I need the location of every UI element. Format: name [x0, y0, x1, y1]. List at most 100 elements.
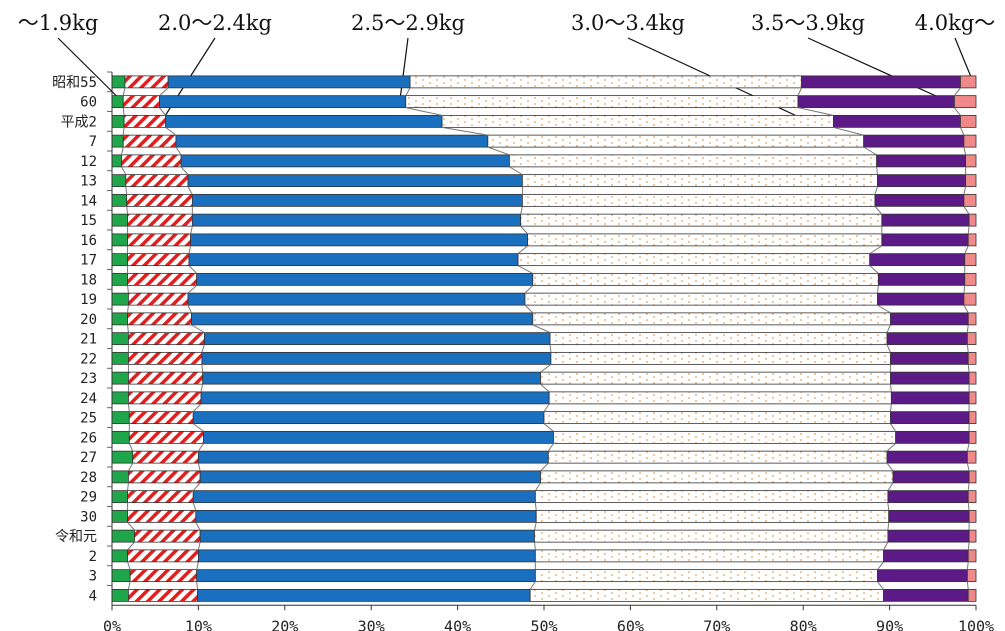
category-label: 24 [80, 391, 97, 407]
connector-line [889, 403, 892, 412]
bar-segment [869, 253, 966, 267]
connector-line [121, 147, 124, 155]
connector-line [165, 126, 177, 136]
bar-segment [111, 588, 129, 602]
connector-line [127, 462, 134, 472]
connector-line [874, 186, 878, 195]
connector-line [833, 126, 864, 136]
category-label: 28 [80, 470, 97, 486]
bar-segment [191, 312, 534, 326]
category-label: 22 [80, 351, 97, 367]
bar-segment [968, 213, 977, 227]
bar-segment [132, 450, 199, 464]
category-label: 30 [80, 509, 97, 525]
connector-line [196, 561, 199, 570]
bar-segment [127, 490, 194, 504]
bar-segment [881, 233, 969, 247]
connector-line [441, 126, 488, 136]
connector-line [487, 146, 510, 156]
x-tick-label: 30% [358, 617, 385, 631]
connector-line [197, 463, 201, 471]
legend-label: 4.0kg～ [915, 11, 996, 35]
bar-segment [111, 154, 122, 168]
connector-line [517, 245, 528, 255]
connector-line [128, 443, 134, 452]
bar-segment [833, 114, 961, 128]
connector-line [127, 561, 131, 570]
connector-line [122, 107, 125, 116]
bar-segment [797, 95, 955, 109]
bar-segment [129, 569, 198, 583]
bar-segment [111, 193, 128, 207]
connector-line [963, 285, 966, 294]
bar-row [111, 193, 977, 207]
category-label: 昭和55 [52, 75, 97, 91]
x-tick-label: 20% [271, 617, 298, 631]
legend-label: 2.0～2.4kg [158, 11, 272, 35]
bar-segment [128, 332, 205, 346]
connector-line [190, 226, 193, 234]
x-tick-label: 10% [185, 617, 212, 631]
bar-segment [965, 154, 977, 168]
bar-row [111, 490, 977, 504]
bar-row [111, 154, 977, 168]
bar-segment [111, 411, 130, 425]
connector-line [967, 482, 970, 491]
bar-segment [127, 272, 198, 286]
connector-line [175, 146, 182, 156]
connector-line [534, 502, 537, 511]
bar-segment [963, 134, 977, 148]
bar-segment [968, 509, 977, 523]
connector-line [954, 87, 961, 96]
bar-segment [517, 253, 871, 267]
bar-segment [111, 470, 129, 484]
bar-segment [966, 332, 977, 346]
bar-segment [111, 114, 125, 128]
bar-row [111, 391, 977, 405]
bar-segment [180, 154, 510, 168]
bar-segment [188, 253, 519, 267]
connector-line [127, 285, 129, 294]
bar-segment [892, 470, 970, 484]
category-label: 60 [80, 95, 97, 111]
bar-row [111, 134, 977, 148]
x-tick-label: 70% [703, 617, 730, 631]
connector-line [195, 522, 201, 531]
bar-segment [128, 430, 204, 444]
connector-line [874, 206, 883, 215]
bar-segment [111, 509, 128, 523]
bar-segment [534, 529, 889, 543]
connector-line [549, 344, 552, 353]
connector-line [524, 285, 534, 294]
connector-line [540, 383, 550, 393]
bar-segment [534, 490, 889, 504]
bar-segment [547, 450, 888, 464]
bar-segment [111, 253, 128, 267]
bar-segment [203, 430, 554, 444]
connector-line [797, 107, 834, 116]
bar-segment [126, 193, 193, 207]
bar-segment [883, 549, 969, 563]
bar-segment [111, 272, 128, 286]
connector-line [520, 206, 523, 215]
bar-row [111, 114, 977, 128]
bar-segment [968, 371, 977, 385]
bar-segment [128, 371, 204, 385]
connector-line [405, 107, 443, 116]
bar-segment [197, 588, 531, 602]
category-label: 26 [80, 430, 97, 446]
bar-segment [881, 213, 970, 227]
bar-segment [968, 411, 977, 425]
bar-segment [968, 470, 977, 484]
axes: 昭和5560平成27121314151617181920212223242526… [52, 71, 994, 631]
bar-segment [127, 253, 190, 267]
bar-segment [888, 509, 970, 523]
bar-segment [111, 430, 130, 444]
x-tick-label: 50% [530, 617, 557, 631]
bar-row [111, 351, 977, 365]
bar-row [111, 213, 977, 227]
bar-segment [111, 233, 128, 247]
bar-segment [111, 569, 131, 583]
bar-segment [197, 549, 536, 563]
x-tick-label: 40% [444, 617, 471, 631]
